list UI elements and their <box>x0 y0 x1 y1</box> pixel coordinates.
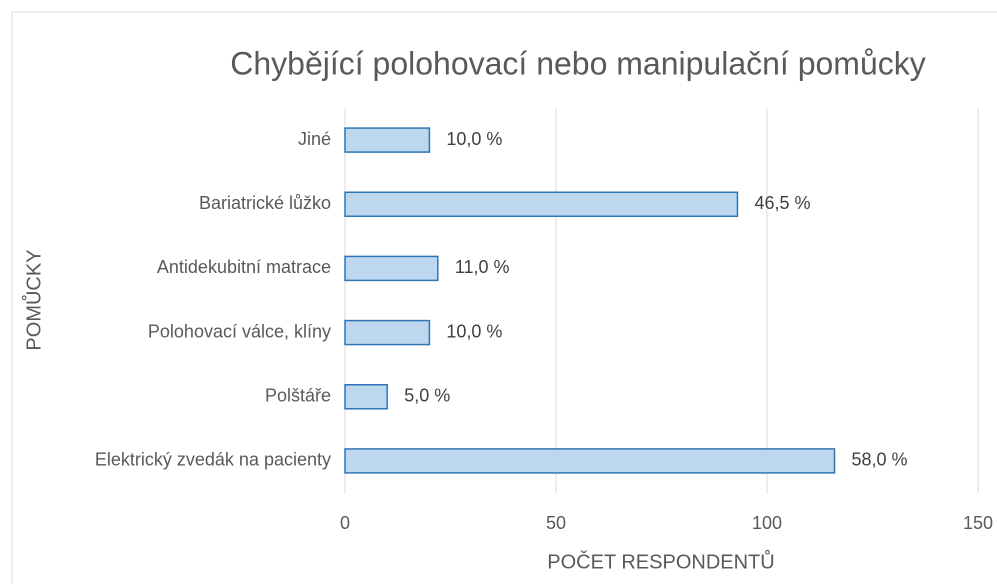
y-tick-label: Polštáře <box>265 386 331 406</box>
x-tick-label: 100 <box>752 513 782 533</box>
chart-title: Chybějící polohovací nebo manipulační po… <box>230 45 926 81</box>
data-label: 11,0 % <box>455 257 510 277</box>
data-label: 10,0 % <box>446 129 502 149</box>
y-tick-label: Antidekubitní matrace <box>157 257 331 277</box>
x-tick-label: 0 <box>340 513 350 533</box>
data-label: 58,0 % <box>852 450 908 470</box>
bar <box>344 384 388 410</box>
bar <box>344 255 439 282</box>
x-tick-label: 150 <box>963 513 993 533</box>
bar <box>344 191 739 217</box>
y-tick-label: Elektrický zvedák na pacienty <box>95 450 331 470</box>
bar <box>344 448 836 474</box>
data-label: 5,0 % <box>404 386 450 406</box>
y-tick-label: Bariatrické lůžko <box>199 193 331 213</box>
x-axis-title: POČET RESPONDENTŮ <box>547 549 774 573</box>
y-tick-label: Jiné <box>298 129 331 149</box>
x-tick-label: 50 <box>546 513 566 533</box>
data-label: 46,5 % <box>754 193 810 213</box>
bar <box>344 319 431 346</box>
bar <box>344 127 431 153</box>
chart-border <box>11 11 997 584</box>
y-tick-label: Polohovací válce, klíny <box>148 321 331 341</box>
y-axis-title: POMŮCKY <box>21 249 45 350</box>
data-label: 10,0 % <box>446 321 502 341</box>
